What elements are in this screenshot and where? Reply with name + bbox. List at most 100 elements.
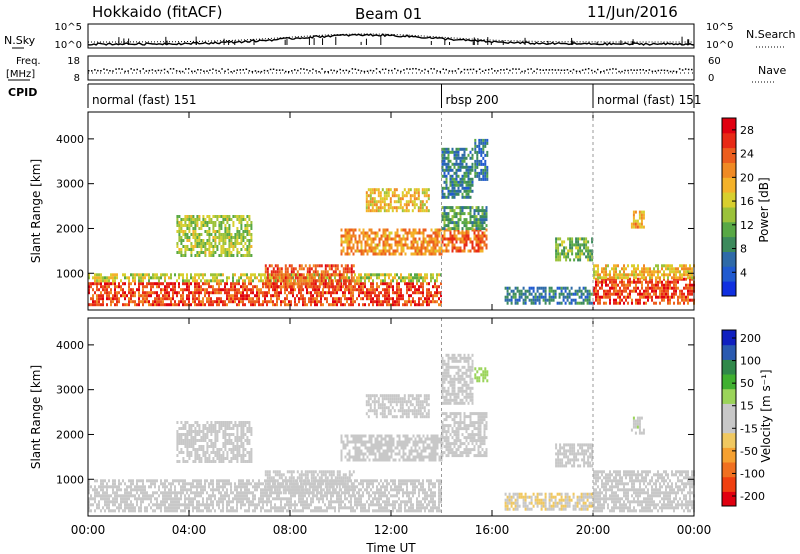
power-echo-cell — [402, 246, 405, 250]
power-echo-cell — [453, 183, 456, 187]
power-echo-cell — [566, 292, 569, 296]
power-echo-cell — [366, 243, 369, 247]
power-echo-cell — [176, 279, 178, 283]
velocity-echo-cell — [116, 506, 118, 510]
power-echo-cell — [148, 303, 150, 307]
power-echo-cell — [585, 240, 588, 244]
velocity-echo-cell — [150, 497, 152, 501]
power-echo-cell — [328, 285, 331, 289]
power-echo-cell — [190, 291, 192, 295]
power-echo-cell — [687, 267, 689, 271]
power-echo-cell — [526, 289, 529, 293]
velocity-echo-cell — [280, 503, 282, 507]
power-echo-cell — [218, 233, 221, 236]
power-echo-cell — [290, 300, 292, 304]
power-echo-cell — [144, 273, 146, 277]
freq-point — [333, 69, 335, 72]
power-echo-cell — [268, 282, 271, 286]
freq-point — [257, 70, 260, 73]
velocity-echo-cell — [152, 479, 154, 483]
power-echo-cell — [182, 239, 185, 242]
power-echo-cell — [266, 303, 268, 307]
velocity-echo-cell — [150, 500, 152, 504]
power-echo-cell — [222, 251, 225, 254]
power-echo-cell — [142, 282, 144, 286]
power-echo-cell — [244, 273, 246, 277]
power-echo-cell — [534, 301, 537, 305]
power-echo-cell — [190, 221, 193, 224]
power-echo-cell — [413, 194, 416, 198]
power-echo-cell — [544, 298, 547, 302]
power-echo-cell — [252, 273, 254, 277]
power-echo-cell — [677, 270, 679, 274]
power-echo-cell — [427, 197, 430, 201]
power-echo-cell — [424, 240, 427, 244]
freq-point — [675, 70, 678, 73]
power-echo-cell — [667, 286, 669, 290]
power-echo-cell — [459, 249, 462, 253]
velocity-echo-cell — [112, 488, 114, 492]
power-echo-cell — [224, 218, 227, 221]
power-echo-cell — [365, 191, 368, 195]
velocity-echo-cell — [230, 509, 232, 513]
velocity-echo-cell — [164, 491, 166, 495]
power-echo-cell — [116, 285, 118, 289]
power-echo-cell — [266, 285, 269, 289]
power-echo-cell — [467, 174, 470, 178]
power-echo-cell — [344, 234, 347, 238]
power-echo-cell — [597, 295, 599, 299]
power-echo-cell — [447, 156, 450, 160]
power-echo-cell — [632, 222, 635, 226]
power-echo-cell — [514, 286, 517, 290]
power-echo-cell — [130, 288, 132, 292]
freq-point — [345, 69, 348, 72]
velocity-echo-cell — [114, 500, 116, 504]
power-echo-cell — [344, 267, 347, 271]
power-echo-cell — [324, 282, 327, 286]
power-echo-cell — [473, 249, 476, 253]
power-echo-cell — [665, 273, 667, 277]
power-echo-cell — [236, 230, 239, 233]
power-echo-cell — [224, 239, 227, 242]
power-echo-cell — [422, 291, 424, 295]
velocity-echo-cell — [228, 509, 230, 513]
power-echo-cell — [166, 282, 168, 286]
power-echo-cell — [392, 249, 395, 253]
velocity-echo-cell — [320, 497, 322, 501]
power-echo-cell — [451, 234, 454, 238]
power-echo-cell — [354, 240, 357, 244]
power-echo-cell — [447, 159, 450, 163]
power-echo-cell — [148, 276, 150, 280]
freq-point — [369, 69, 372, 72]
velocity-echo-cell — [188, 506, 190, 510]
power-echo-cell — [182, 294, 184, 298]
power-echo-cell — [469, 240, 472, 244]
velocity-echo-cell — [182, 503, 184, 507]
power-echo-cell — [601, 286, 603, 290]
freq-point — [169, 68, 172, 70]
freq-point — [484, 69, 487, 71]
power-echo-cell — [222, 303, 224, 307]
power-echo-cell — [236, 291, 238, 295]
power-echo-cell — [374, 234, 377, 238]
velocity-echo-cell — [164, 482, 166, 486]
power-echo-cell — [522, 298, 525, 302]
power-echo-cell — [302, 300, 304, 304]
cpid-segment-label: normal (fast) 151 — [597, 93, 701, 107]
power-echo-cell — [344, 294, 346, 298]
power-echo-cell — [244, 230, 247, 233]
power-echo-cell — [657, 286, 659, 290]
power-echo-cell — [354, 282, 356, 286]
power-echo-cell — [410, 240, 413, 244]
velocity-echo-cell — [176, 503, 178, 507]
power-echo-cell — [298, 264, 301, 268]
power-echo-cell — [441, 159, 444, 163]
velocity-echo-cell — [268, 509, 270, 513]
velocity-echo-cell — [280, 506, 282, 510]
power-echo-cell — [481, 215, 484, 219]
power-echo-cell — [304, 276, 307, 280]
power-echo-cell — [166, 291, 168, 295]
freq-point — [118, 68, 120, 70]
power-echo-cell — [465, 237, 468, 241]
power-echo-cell — [100, 297, 102, 301]
